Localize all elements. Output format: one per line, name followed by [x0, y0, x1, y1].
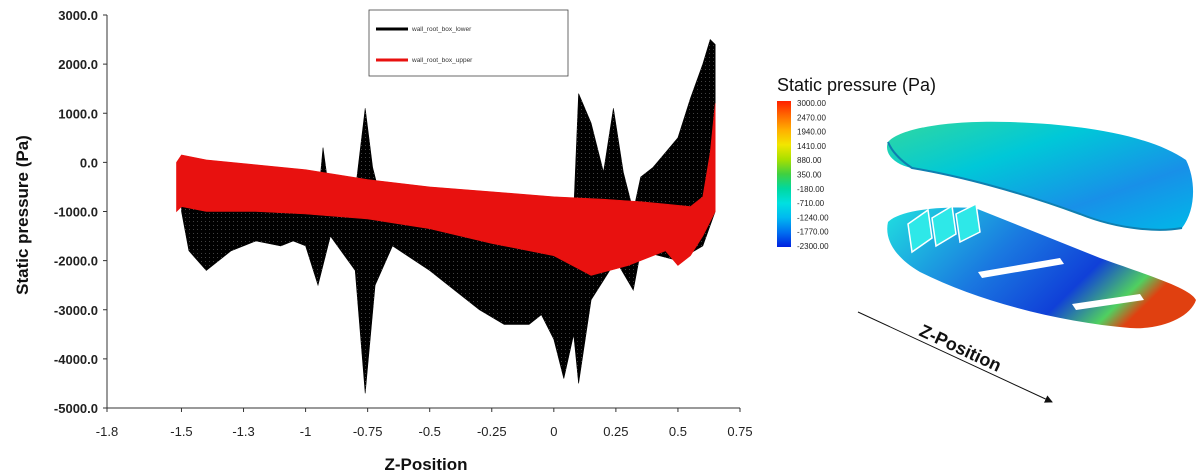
y-tick-label: -3000.0	[54, 303, 98, 318]
colorbar-tick-label: 350.00	[797, 171, 822, 180]
y-tick-group: 3000.0 2000.0 1000.0 0.0 -1000.0 -2000.0 -3000…	[54, 8, 107, 416]
colorbar-tick-label: 880.00	[797, 156, 822, 165]
legend-label-lower: wall_root_box_lower	[411, 26, 472, 33]
legend: wall_root_box_lower wall_root_box_upper	[368, 9, 569, 77]
colorbar-title: Static pressure (Pa)	[777, 75, 936, 95]
x-tick-label: -1.8	[96, 424, 118, 439]
x-tick-label: -0.25	[477, 424, 507, 439]
box-rib-2	[931, 204, 957, 248]
colorbar-tick-label: -2300.00	[797, 242, 829, 251]
x-tick-label: 0	[550, 424, 557, 439]
colorbar-tick-label: -1770.00	[797, 228, 829, 237]
box-stiffener-1	[978, 258, 1064, 278]
x-tick-label: 0.5	[669, 424, 687, 439]
y-axis-title: Static pressure (Pa)	[13, 135, 32, 295]
colorbar-tick-label: -710.00	[797, 199, 825, 208]
y-tick-label: -1000.0	[54, 205, 98, 220]
x-tick-label: -1.3	[232, 424, 254, 439]
y-tick-label: 0.0	[80, 155, 98, 170]
box-rib-3	[955, 202, 981, 244]
colorbar-tick-label: -180.00	[797, 185, 825, 194]
x-tick-label: -1	[300, 424, 312, 439]
model-illustration: Z-Position	[857, 121, 1196, 403]
box-lid	[887, 121, 1194, 230]
colorbar: Static pressure (Pa) 3000.00 2470.00 1940.…	[777, 75, 936, 251]
z-position-arrow	[857, 311, 1053, 403]
colorbar-tick-label: 1410.00	[797, 142, 826, 151]
x-tick-label: 0.75	[727, 424, 752, 439]
box-lid-edge	[887, 141, 1183, 231]
colorbar-gradient	[777, 101, 791, 247]
legend-label-upper: wall_root_box_upper	[411, 57, 473, 64]
z-position-arrow-label: Z-Position	[916, 320, 1004, 375]
y-tick-label: 1000.0	[58, 106, 98, 121]
legend-box	[368, 9, 569, 77]
x-tick-group: -1.8 -1.5 -1.3 -1 -0.75 -0.5 -0.25 0 0.25 0.5 0.75	[96, 408, 753, 439]
colorbar-tick-group: 3000.00 2470.00 1940.00 1410.00 880.00 350.00…	[797, 99, 829, 251]
x-tick-label: -0.5	[419, 424, 441, 439]
y-tick-label: 2000.0	[58, 57, 98, 72]
x-tick-label: -1.5	[170, 424, 192, 439]
x-axis-title: Z-Position	[384, 455, 467, 474]
y-tick-label: -4000.0	[54, 352, 98, 367]
plot-area: 3000.0 2000.0 1000.0 0.0 -1000.0 -2000.0 -3000…	[54, 8, 753, 439]
colorbar-tick-label: 1940.00	[797, 128, 826, 137]
colorbar-tick-label: -1240.00	[797, 213, 829, 222]
y-tick-label: -5000.0	[54, 401, 98, 416]
x-tick-label: 0.25	[603, 424, 628, 439]
colorbar-tick-label: 2470.00	[797, 113, 826, 122]
series-wall-root-box-upper	[176, 103, 716, 276]
colorbar-tick-label: 3000.00	[797, 99, 826, 108]
y-tick-label: 3000.0	[58, 8, 98, 23]
x-tick-label: -0.75	[353, 424, 383, 439]
box-stiffener-2	[1072, 294, 1144, 310]
box-rib-1	[907, 208, 933, 254]
y-tick-label: -2000.0	[54, 254, 98, 269]
series-layer	[176, 39, 716, 394]
